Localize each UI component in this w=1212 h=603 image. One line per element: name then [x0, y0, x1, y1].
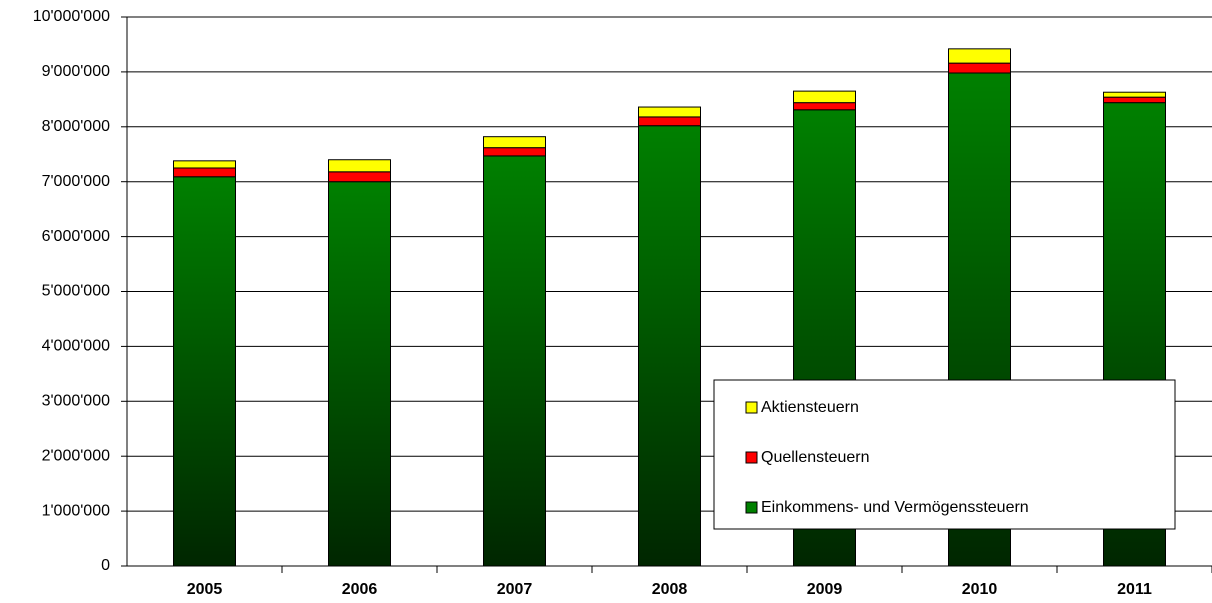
legend-label: Aktiensteuern	[761, 399, 859, 416]
x-tick-label: 2010	[962, 581, 998, 598]
legend-swatch	[745, 451, 758, 464]
x-tick-label: 2008	[652, 581, 688, 598]
y-tick-label: 7'000'000	[42, 173, 111, 190]
legend-swatch	[745, 501, 758, 514]
y-tick-label: 5'000'000	[42, 283, 111, 300]
y-tick-label: 6'000'000	[42, 228, 111, 245]
y-tick-label: 0	[101, 557, 110, 574]
bar-segment	[328, 181, 391, 567]
bar-segment	[483, 136, 546, 149]
bar-segment	[328, 159, 391, 173]
x-tick-label: 2006	[342, 581, 378, 598]
legend-label: Quellensteuern	[761, 449, 870, 466]
bar-segment	[638, 106, 701, 118]
bar-segment	[328, 171, 391, 183]
bar-segment	[793, 90, 856, 104]
y-tick-label: 2'000'000	[42, 447, 111, 464]
x-tick-label: 2005	[187, 581, 223, 598]
y-tick-label: 1'000'000	[42, 502, 111, 519]
y-tick-label: 4'000'000	[42, 338, 111, 355]
x-tick-label: 2009	[807, 581, 843, 598]
legend-box	[713, 379, 1176, 530]
bar-segment	[173, 160, 236, 169]
bar-segment	[948, 48, 1011, 64]
bar-segment	[638, 125, 701, 567]
bar-segment	[1103, 96, 1166, 104]
y-tick-label: 3'000'000	[42, 393, 111, 410]
bar-segment	[1103, 91, 1166, 98]
y-tick-label: 9'000'000	[42, 63, 111, 80]
y-tick-label: 10'000'000	[33, 8, 110, 25]
bar-segment	[173, 176, 236, 567]
bar-segment	[638, 116, 701, 127]
bar-segment	[483, 147, 546, 157]
legend-swatch	[745, 401, 758, 414]
y-tick-label: 8'000'000	[42, 118, 111, 135]
bar-segment	[483, 155, 546, 567]
x-tick-label: 2007	[497, 581, 533, 598]
bar-segment	[793, 102, 856, 111]
bar-segment	[173, 167, 236, 178]
x-tick-label: 2011	[1117, 581, 1152, 598]
legend-label: Einkommens- und Vermögenssteuern	[761, 499, 1029, 516]
bar-segment	[948, 62, 1011, 74]
